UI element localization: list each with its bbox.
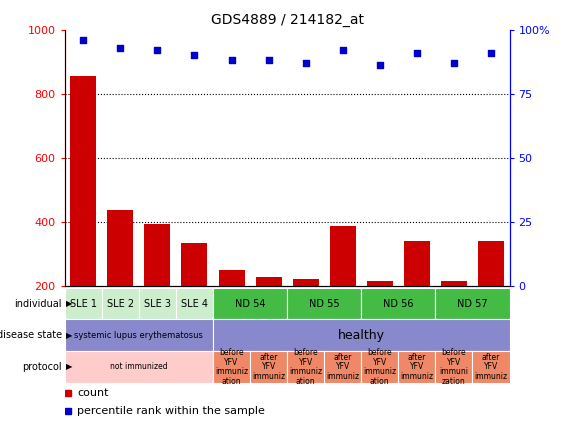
- Bar: [213, 288, 287, 319]
- Text: after
YFV
immuniz: after YFV immuniz: [252, 353, 285, 381]
- Bar: [102, 288, 139, 319]
- Text: systemic lupus erythematosus: systemic lupus erythematosus: [74, 331, 203, 340]
- Text: protocol: protocol: [23, 362, 62, 372]
- Text: SLE 2: SLE 2: [107, 299, 134, 308]
- Text: before
YFV
immuni
zation: before YFV immuni zation: [439, 348, 468, 386]
- Bar: [65, 351, 213, 383]
- Bar: [108, 210, 133, 349]
- Bar: [213, 319, 510, 351]
- Bar: [176, 288, 213, 319]
- Text: SLE 4: SLE 4: [181, 299, 208, 308]
- Text: ND 57: ND 57: [457, 299, 488, 308]
- Text: after
YFV
immuniz: after YFV immuniz: [475, 353, 508, 381]
- Bar: [256, 277, 282, 349]
- Point: [153, 47, 162, 53]
- Bar: [361, 288, 435, 319]
- Point: [449, 60, 458, 66]
- Bar: [435, 288, 510, 319]
- Text: SLE 3: SLE 3: [144, 299, 171, 308]
- Bar: [181, 243, 207, 349]
- Text: ND 55: ND 55: [309, 299, 339, 308]
- Title: GDS4889 / 214182_at: GDS4889 / 214182_at: [211, 13, 364, 27]
- Bar: [435, 351, 472, 383]
- Bar: [65, 288, 102, 319]
- Bar: [139, 288, 176, 319]
- Bar: [287, 351, 324, 383]
- Text: before
YFV
immuniz
ation: before YFV immuniz ation: [363, 348, 396, 386]
- Bar: [441, 281, 467, 349]
- Bar: [287, 288, 361, 319]
- Bar: [70, 76, 96, 349]
- Text: ND 56: ND 56: [383, 299, 414, 308]
- Text: healthy: healthy: [338, 329, 385, 342]
- Point: [301, 60, 310, 66]
- Bar: [145, 224, 171, 349]
- Bar: [404, 241, 430, 349]
- Text: SLE 1: SLE 1: [70, 299, 97, 308]
- Bar: [330, 226, 356, 349]
- Text: after
YFV
immuniz: after YFV immuniz: [326, 353, 359, 381]
- Point: [190, 52, 199, 59]
- Bar: [250, 351, 287, 383]
- Bar: [324, 351, 361, 383]
- Bar: [218, 270, 244, 349]
- Bar: [478, 241, 504, 349]
- Bar: [65, 319, 213, 351]
- Text: ▶: ▶: [66, 331, 73, 340]
- Bar: [472, 351, 510, 383]
- Text: not immunized: not immunized: [110, 363, 168, 371]
- Text: individual: individual: [15, 299, 62, 308]
- Point: [79, 36, 88, 43]
- Text: disease state: disease state: [0, 330, 62, 340]
- Point: [227, 57, 236, 64]
- Text: count: count: [77, 388, 109, 398]
- Bar: [361, 351, 399, 383]
- Text: percentile rank within the sample: percentile rank within the sample: [77, 406, 265, 416]
- Bar: [367, 281, 393, 349]
- Text: ND 54: ND 54: [235, 299, 265, 308]
- Text: ▶: ▶: [66, 363, 73, 371]
- Point: [376, 62, 385, 69]
- Text: ▶: ▶: [66, 299, 73, 308]
- Point: [412, 49, 421, 56]
- Bar: [213, 351, 250, 383]
- Text: before
YFV
immuniz
ation: before YFV immuniz ation: [215, 348, 248, 386]
- Bar: [399, 351, 435, 383]
- Point: [264, 57, 273, 64]
- Text: after
YFV
immuniz: after YFV immuniz: [400, 353, 434, 381]
- Point: [338, 47, 347, 53]
- Text: before
YFV
immuniz
ation: before YFV immuniz ation: [289, 348, 322, 386]
- Point: [486, 49, 495, 56]
- Point: [116, 44, 125, 51]
- Bar: [293, 279, 319, 349]
